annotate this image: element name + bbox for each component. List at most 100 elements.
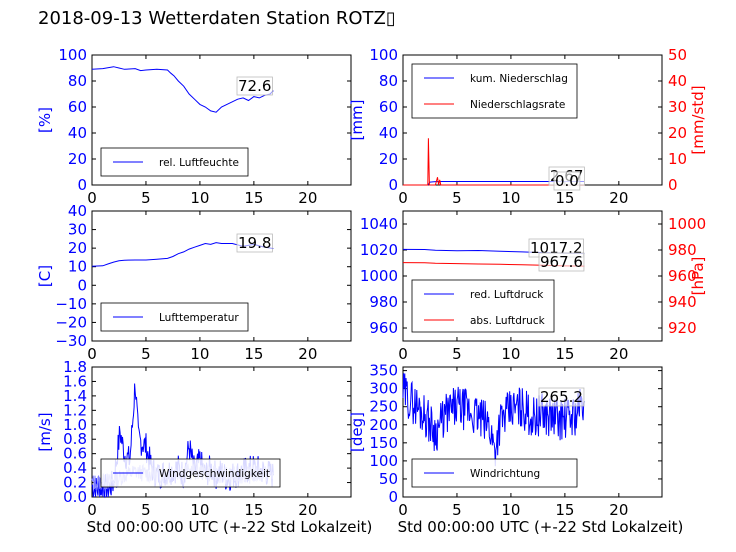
y2-tick-label: 0 <box>668 176 678 194</box>
last-value-label: 72.6 <box>238 77 271 95</box>
y2-tick-label: 980 <box>668 241 697 259</box>
y-tick-label: 20 <box>379 150 398 168</box>
y-tick-label: 80 <box>68 72 87 90</box>
y2-tick-label: 1000 <box>668 215 706 233</box>
y2-axis-label: [hPa] <box>689 257 707 296</box>
y-tick-label: 100 <box>58 46 87 64</box>
x-tick-label: 5 <box>141 345 151 363</box>
x-tick-label: 10 <box>190 345 209 363</box>
last-value-box <box>538 252 585 272</box>
y-tick-label: 20 <box>68 150 87 168</box>
y2-tick-label: 960 <box>668 267 697 285</box>
y-axis-label: [C] <box>36 265 54 287</box>
chart-panel-wind: 0 5 10 15 20 0.00.20.40.60.81.01.21.41.61.8 [m… <box>36 358 372 536</box>
y-tick-label: 40 <box>379 124 398 142</box>
x-tick-label: 15 <box>244 345 263 363</box>
y-tick-label: 0 <box>77 176 87 194</box>
y-tick-label: 0.4 <box>63 459 87 477</box>
x-axis-label: Std 00:00:00 UTC (+-22 Std Lokalzeit) <box>87 518 373 536</box>
y2-axis-label: [mm/std] <box>689 85 707 154</box>
legend-label: abs. Luftdruck <box>470 315 546 327</box>
y-tick-label: 1.8 <box>63 358 87 376</box>
x-tick-label: 5 <box>141 501 151 519</box>
y-tick-label: 30 <box>68 221 87 239</box>
y-tick-label: 960 <box>369 319 398 337</box>
y-tick-label: 1.2 <box>63 401 87 419</box>
y-tick-label: 50 <box>379 470 398 488</box>
x-tick-label: 20 <box>609 189 628 207</box>
x-tick-label: 20 <box>298 189 317 207</box>
plot-frame <box>402 366 663 498</box>
y-tick-label: 1000 <box>360 267 398 285</box>
x-tick-label: 20 <box>609 345 628 363</box>
legend-box <box>411 63 578 119</box>
x-tick-label: 15 <box>555 189 574 207</box>
y2-tick-label: 40 <box>668 72 687 90</box>
legend-label: Niederschlagsrate <box>470 99 565 111</box>
page-title: 2018-09-13 Wetterdaten Station ROTZ▯ <box>38 8 396 29</box>
y-tick-label: 1.6 <box>63 372 87 390</box>
y-tick-label: 100 <box>369 46 398 64</box>
x-tick-label: 0 <box>87 345 97 363</box>
y-tick-label: 300 <box>369 380 398 398</box>
y-tick-label: 0 <box>388 488 398 506</box>
x-tick-label: 10 <box>501 189 520 207</box>
x-axis-label: Std 00:00:00 UTC (+-22 Std Lokalzeit) <box>398 518 684 536</box>
y2-tick-label: 20 <box>668 124 687 142</box>
x-tick-label: 10 <box>501 501 520 519</box>
y-tick-label: 80 <box>379 72 398 90</box>
plot-frame <box>91 210 352 342</box>
last-value-box <box>538 387 585 407</box>
y-tick-label: 0.0 <box>63 488 87 506</box>
x-tick-label: 20 <box>298 345 317 363</box>
y-tick-label: −10 <box>55 295 87 313</box>
x-tick-label: 0 <box>398 501 408 519</box>
y2-tick-label: 940 <box>668 293 697 311</box>
legend-label: kum. Niederschlag <box>470 73 568 85</box>
y-axis-label: [mm] <box>348 100 366 141</box>
y-tick-label: 60 <box>68 98 87 116</box>
x-tick-label: 5 <box>452 345 462 363</box>
x-tick-label: 0 <box>87 501 97 519</box>
y-tick-label: 1.0 <box>63 416 87 434</box>
x-tick-label: 5 <box>452 501 462 519</box>
last-value-box <box>236 76 273 96</box>
x-tick-label: 0 <box>398 189 408 207</box>
legend-label: rel. Luftfeuchte <box>159 157 239 169</box>
x-tick-label: 15 <box>244 189 263 207</box>
chart-panel-humidity: 0 5 10 15 20 0 20 40 60 80 100 [%] rel. Luftfeuchte 7… <box>36 46 352 207</box>
y-tick-label: 200 <box>369 416 398 434</box>
y-tick-label: 1040 <box>360 215 398 233</box>
y-tick-label: 0 <box>77 276 87 294</box>
y-tick-label: 0.6 <box>63 445 87 463</box>
y-tick-label: 10 <box>68 258 87 276</box>
y-tick-label: 60 <box>379 98 398 116</box>
x-tick-label: 10 <box>190 501 209 519</box>
y-tick-label: 0 <box>388 176 398 194</box>
y-tick-label: 0.8 <box>63 430 87 448</box>
legend-box <box>411 279 555 333</box>
y2-tick-label: 50 <box>668 46 687 64</box>
last-value-label: 19.8 <box>238 234 271 252</box>
last-value-label: 1017.2 <box>530 239 583 257</box>
x-tick-label: 10 <box>501 345 520 363</box>
y-axis-label: [deg] <box>348 412 366 452</box>
x-tick-label: 10 <box>190 189 209 207</box>
y-tick-label: 0.2 <box>63 474 87 492</box>
legend-label: red. Luftdruck <box>470 289 544 301</box>
y-axis-label: [m/s] <box>36 412 54 451</box>
y-tick-label: 980 <box>369 293 398 311</box>
y2-tick-label: 920 <box>668 319 697 337</box>
last-value-box <box>553 171 581 191</box>
y-tick-label: 100 <box>369 452 398 470</box>
legend-label: Windrichtung <box>470 468 540 480</box>
last-value-label: 0.0 <box>555 172 579 190</box>
x-tick-label: 20 <box>298 501 317 519</box>
chart-panel-rain: 0 5 10 15 20 0 20 40 60 80 100 0 10 20 30 40 50 [mm] [mm/s… <box>348 46 707 207</box>
y-tick-label: 20 <box>68 239 87 257</box>
last-value-label: 265.2 <box>540 388 583 406</box>
y-tick-label: 350 <box>369 362 398 380</box>
